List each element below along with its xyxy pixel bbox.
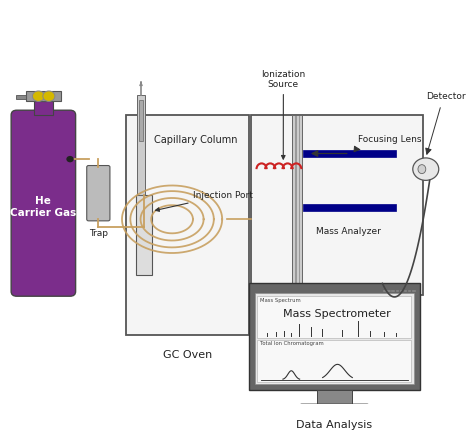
Bar	[27, 91, 61, 101]
Circle shape	[43, 91, 55, 101]
Bar	[387, 290, 391, 292]
Text: Mass Analyzer: Mass Analyzer	[316, 227, 381, 236]
Circle shape	[413, 158, 439, 180]
Bar	[396, 290, 399, 292]
Bar	[34, 101, 53, 115]
Bar	[292, 115, 293, 295]
Bar	[317, 390, 352, 405]
Bar	[137, 95, 145, 195]
Bar	[295, 115, 297, 295]
Text: Ionization
Source: Ionization Source	[261, 70, 306, 159]
Text: Detector: Detector	[426, 92, 465, 101]
FancyBboxPatch shape	[11, 110, 76, 296]
Bar	[412, 290, 416, 292]
Text: Total Ion Chromatogram: Total Ion Chromatogram	[260, 341, 324, 347]
Bar	[300, 115, 302, 295]
Bar	[126, 115, 248, 335]
Bar	[248, 283, 420, 390]
Text: Injection Port: Injection Port	[155, 190, 253, 211]
Ellipse shape	[418, 165, 426, 174]
Bar	[392, 290, 395, 292]
Text: GC Oven: GC Oven	[163, 350, 212, 359]
Text: Mass Spectrometer: Mass Spectrometer	[283, 310, 391, 319]
FancyBboxPatch shape	[87, 166, 110, 221]
Bar	[404, 290, 407, 292]
Bar	[257, 296, 411, 338]
Text: He
Carrier Gas: He Carrier Gas	[10, 196, 76, 218]
Bar	[383, 290, 386, 292]
Bar	[251, 115, 422, 295]
Circle shape	[66, 156, 74, 162]
Bar	[255, 293, 414, 384]
Bar	[16, 95, 27, 99]
Circle shape	[32, 91, 45, 101]
Bar	[292, 115, 302, 295]
Bar	[297, 115, 299, 295]
Bar	[257, 340, 411, 382]
Text: Data Analysis: Data Analysis	[296, 420, 373, 430]
Bar	[303, 204, 396, 211]
Bar	[400, 290, 403, 292]
Bar	[303, 150, 396, 157]
FancyBboxPatch shape	[300, 404, 369, 415]
Bar	[137, 195, 152, 275]
Text: Focusing Lens: Focusing Lens	[357, 135, 421, 144]
Bar	[293, 115, 295, 295]
Bar	[299, 115, 300, 295]
Text: Capillary Column: Capillary Column	[154, 135, 237, 145]
FancyArrowPatch shape	[140, 82, 142, 86]
Text: Mass Spectrum: Mass Spectrum	[260, 298, 301, 303]
Bar	[408, 290, 411, 292]
Bar	[139, 100, 143, 141]
Text: Trap: Trap	[89, 229, 108, 238]
